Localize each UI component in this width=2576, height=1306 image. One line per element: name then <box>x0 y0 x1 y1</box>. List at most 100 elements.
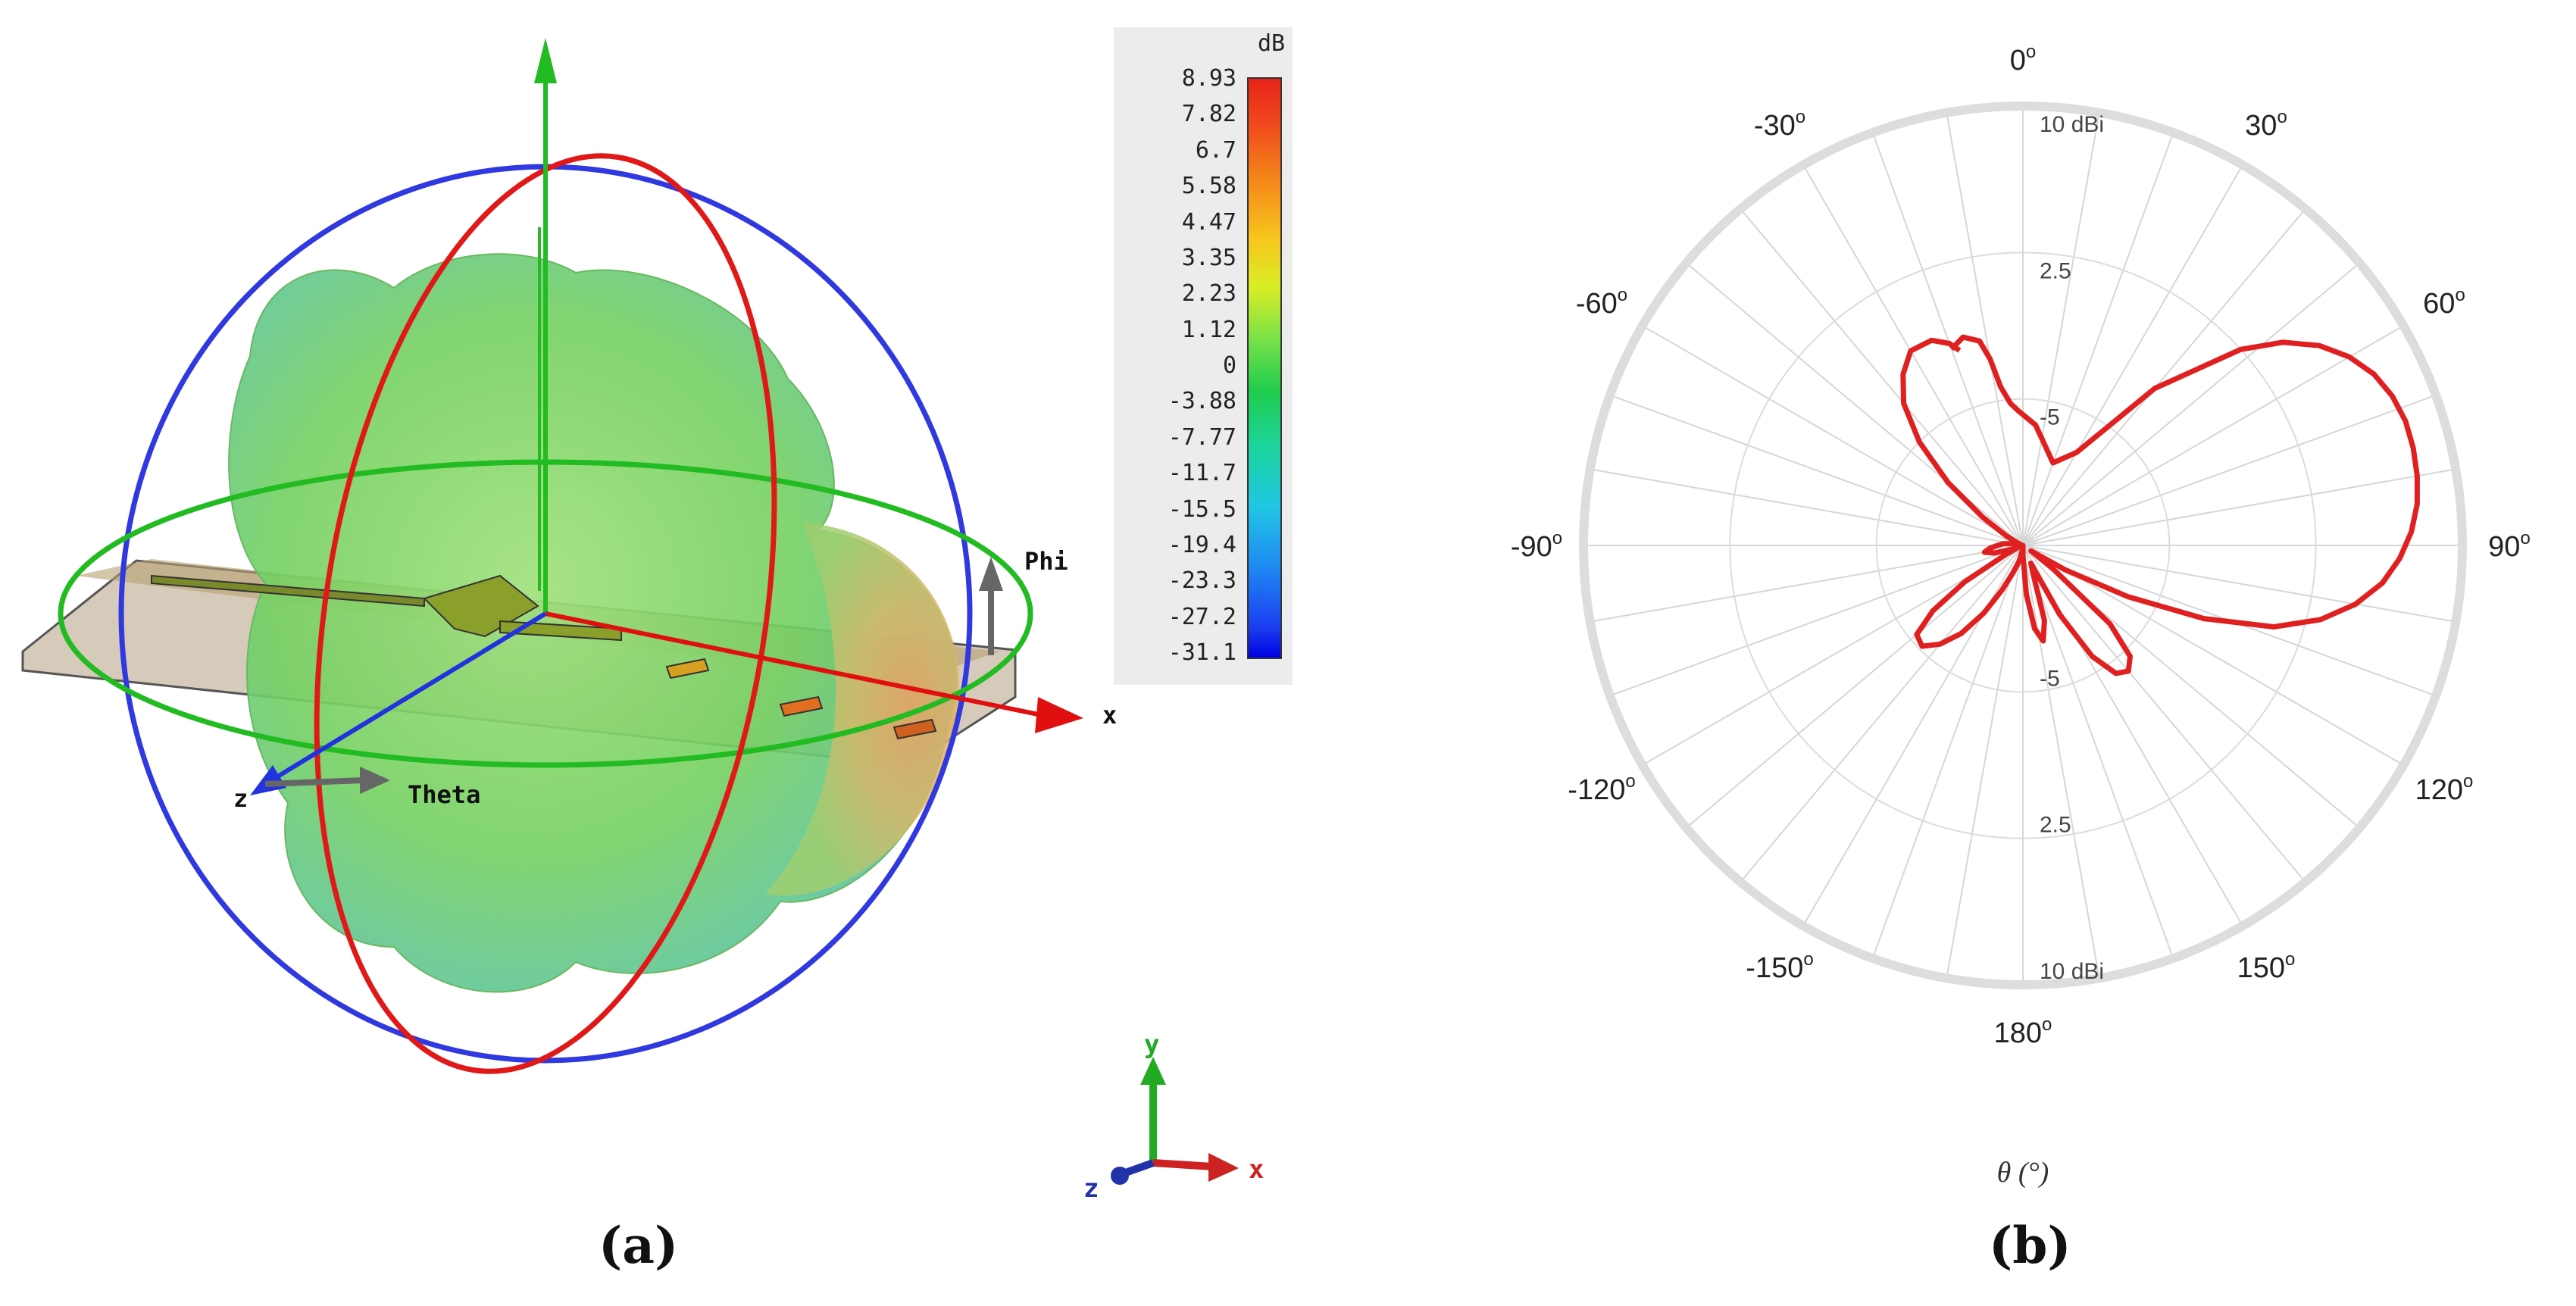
polar-grid-spoke <box>1946 112 2024 546</box>
patch-trace <box>151 574 425 608</box>
polar-grid-spoke <box>2022 164 2243 546</box>
legend-unit: dB <box>1258 30 1286 57</box>
pattern-3d-svg: Phi Theta x z y x z <box>21 38 1264 1204</box>
caption-a: (a) <box>599 1216 679 1275</box>
polar-grid-spoke <box>2022 545 2306 883</box>
angle-tick-label: -30o <box>1754 107 1805 142</box>
polar-grid-spoke <box>1871 132 2024 546</box>
radial-tick-label: 10 dBi <box>2040 959 2104 984</box>
main-lobe <box>765 523 959 896</box>
angle-tick-label: 0o <box>2010 42 2037 77</box>
triad-x-line <box>1152 1159 1213 1170</box>
phi-label: Phi <box>1024 547 1068 576</box>
polar-grid-spoke <box>2022 208 2306 546</box>
polar-grid-spoke <box>2022 132 2174 546</box>
angle-tick-label: -90o <box>1511 528 1562 563</box>
polar-outer-ring <box>1579 102 2467 989</box>
polar-grid-spoke <box>2022 545 2174 959</box>
polar-chart: 10 dBi 2.5 -5 -5 2.5 10 dBi 0o 30o 60o 90o 120o 150… <box>1511 42 2531 1189</box>
polar-grid-spoke <box>1946 545 2024 979</box>
triad-y-arrow <box>1140 1057 1166 1085</box>
legend-tick-label: 5.58 <box>1181 173 1236 200</box>
polar-grid-spoke <box>1740 208 2024 546</box>
polar-grid-spoke <box>1642 325 2024 546</box>
angle-tick-label: 90o <box>2488 528 2531 563</box>
ring-red <box>314 153 777 1074</box>
legend-tick-label: -31.1 <box>1168 639 1236 666</box>
radial-tick-label: -5 <box>2040 666 2060 691</box>
angle-tick-label: 30o <box>2245 107 2287 142</box>
z-axis-arrow <box>250 765 286 795</box>
legend-tick-label: -27.2 <box>1168 603 1236 630</box>
polar-grid-spoke <box>2022 545 2243 926</box>
angle-tick-label: -120o <box>1568 771 1635 806</box>
polar-series-line <box>1900 334 2420 676</box>
radial-tick-label: -5 <box>2040 405 2060 430</box>
panel-a-3d-pattern: Phi Theta x z y x z dB 8.93 7.82 6.7 5.58 4.… <box>21 27 1293 1204</box>
angle-tick-label: 150o <box>2237 949 2296 984</box>
legend-tick-label: 6.7 <box>1195 136 1236 164</box>
director-3 <box>893 718 937 740</box>
triad-z-label: z <box>1083 1173 1099 1204</box>
theta-label: Theta <box>408 780 480 809</box>
legend-tick-label: -15.5 <box>1168 495 1236 523</box>
legend-tick-label: 0 <box>1222 352 1236 379</box>
legend-tick-label: 1.12 <box>1181 316 1236 343</box>
polar-grid-spoke <box>2022 468 2456 546</box>
polar-grid-spoke <box>2022 262 2360 546</box>
radial-tick-label: 2.5 <box>2040 258 2071 283</box>
theta-arrow-line <box>264 777 364 787</box>
angle-tick-label: 120o <box>2415 771 2474 806</box>
polar-grid-circle <box>1729 252 2317 839</box>
polar-grid-spoke <box>1609 545 2024 697</box>
polar-grid-spoke <box>1686 545 2024 829</box>
polar-grid-spoke <box>2022 112 2100 546</box>
director-1 <box>665 658 710 680</box>
z-axis-label: z <box>233 784 248 813</box>
triad-z-dot <box>1111 1167 1129 1185</box>
phi-arrow-head <box>979 557 1003 591</box>
angle-tick-label: 60o <box>2423 285 2465 320</box>
angle-tick-label: -60o <box>1576 285 1627 320</box>
legend-tick-label: 2.23 <box>1181 280 1236 308</box>
legend-tick-label: 8.93 <box>1181 65 1236 92</box>
legend-tick-label: -7.77 <box>1168 423 1236 451</box>
theta-arrow-head <box>360 767 390 794</box>
polar-grid-spoke <box>2022 545 2100 979</box>
triad-x-arrow <box>1208 1153 1239 1182</box>
x-axis-line <box>545 611 1046 718</box>
legend-tick-label: -23.3 <box>1168 567 1236 595</box>
caption-b: (b) <box>1989 1216 2071 1275</box>
polar-grid-spoke <box>1740 545 2024 883</box>
legend-tick-label: -11.7 <box>1168 460 1236 487</box>
triad-y-label: y <box>1144 1029 1159 1060</box>
polar-grid-spoke <box>1590 545 2024 623</box>
radial-tick-label: 10 dBi <box>2040 112 2104 137</box>
director-2 <box>779 695 824 717</box>
polar-grid-circle <box>1875 398 2171 693</box>
polar-grid-spoke <box>2022 545 2456 623</box>
polar-grid-spoke <box>2022 325 2404 546</box>
y-axis-arrow <box>534 38 557 83</box>
polar-grid-spoke <box>2022 545 2404 766</box>
triad-x-label: x <box>1249 1154 1264 1185</box>
legend-tick-label: -3.88 <box>1168 388 1236 415</box>
x-axis-arrow <box>1035 697 1083 733</box>
legend-tick-label: 7.82 <box>1181 101 1236 128</box>
polar-grid-spoke <box>1802 164 2024 546</box>
polar-grid-spoke <box>1642 545 2024 766</box>
z-axis-line <box>264 611 547 786</box>
feed-line <box>499 620 622 642</box>
polar-axis-label: θ (°) <box>1997 1157 2049 1189</box>
radial-tick-label: 2.5 <box>2040 813 2071 838</box>
polar-grid-spoke <box>1871 545 2024 959</box>
angle-tick-label: 180o <box>1994 1014 2052 1049</box>
legend-tick-label: 3.35 <box>1181 244 1236 271</box>
polar-grid-spoke <box>2022 394 2437 546</box>
panel-b-polar-plot: 10 dBi 2.5 -5 -5 2.5 10 dBi 0o 30o 60o 90o 120o 150… <box>1424 0 2576 1303</box>
polar-grid-spoke <box>1590 468 2024 546</box>
legend-tick-label: 4.47 <box>1181 208 1236 236</box>
polar-grid-spoke <box>1609 394 2024 546</box>
angle-tick-label: -150o <box>1746 949 1813 984</box>
x-axis-label: x <box>1102 701 1117 730</box>
